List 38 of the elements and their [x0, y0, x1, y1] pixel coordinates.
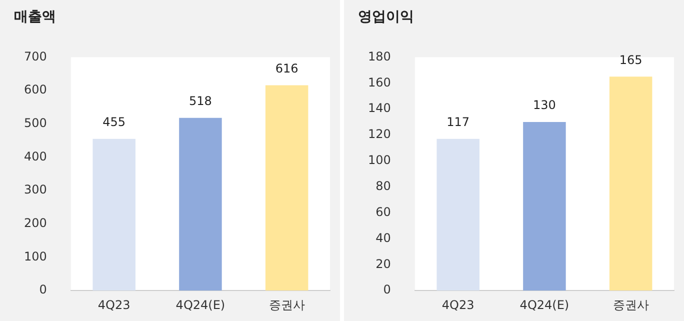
y-tick-label: 200: [24, 216, 47, 230]
y-tick-label: 100: [24, 249, 47, 264]
y-tick-label: 80: [376, 178, 391, 193]
y-tick-label: 0: [383, 282, 391, 297]
y-tick-label: 500: [24, 116, 47, 130]
data-label: 130: [533, 98, 556, 112]
bar: [92, 138, 136, 291]
data-label: 518: [189, 94, 212, 108]
data-label: 616: [275, 61, 298, 76]
y-tick-label: 700: [24, 49, 47, 64]
y-tick-label: 180: [368, 49, 391, 64]
x-tick-label: 4Q24(E): [520, 298, 570, 312]
data-label: 455: [102, 115, 126, 130]
x-tick-label: 증권사: [268, 298, 305, 312]
chart-title: 영업이익: [358, 8, 414, 26]
bar: [523, 122, 566, 291]
bar: [265, 85, 308, 291]
y-tick-label: 0: [39, 282, 47, 297]
chart-title: 매출액: [14, 8, 56, 26]
y-tick-label: 40: [376, 230, 391, 245]
data-label: 117: [446, 115, 470, 130]
bar: [436, 138, 480, 291]
y-tick-label: 20: [376, 256, 391, 271]
data-label: 165: [619, 52, 642, 67]
bar: [179, 118, 222, 291]
y-tick-label: 140: [368, 101, 391, 116]
y-tick-label: 400: [24, 149, 47, 164]
x-tick-label: 증권사: [612, 298, 649, 312]
y-tick-label: 600: [24, 82, 47, 97]
x-tick-label: 4Q23: [98, 298, 130, 312]
y-tick-label: 160: [368, 75, 391, 90]
x-tick-label: 4Q24(E): [176, 298, 226, 312]
y-tick-label: 100: [368, 153, 391, 168]
y-tick-label: 120: [368, 127, 391, 142]
bar: [609, 76, 652, 291]
x-tick-label: 4Q23: [442, 298, 474, 312]
y-tick-label: 300: [24, 182, 47, 197]
y-tick-label: 60: [376, 204, 391, 219]
